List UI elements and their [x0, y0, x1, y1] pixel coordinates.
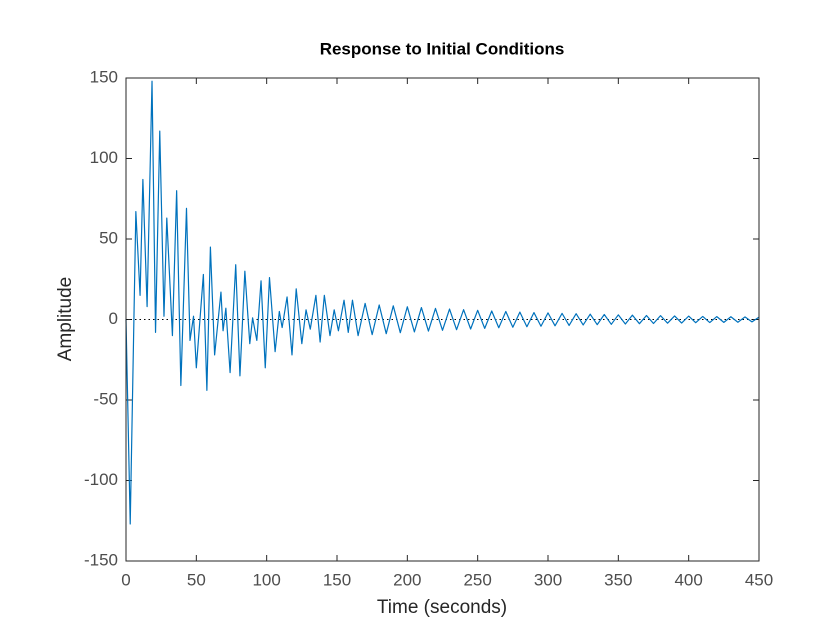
x-tick-label: 200	[393, 570, 421, 589]
y-tick-label: -100	[84, 470, 118, 489]
x-tick-label: 400	[674, 570, 702, 589]
chart-title: Response to Initial Conditions	[320, 39, 565, 58]
y-tick-label: 50	[99, 228, 118, 247]
y-tick-label: 150	[90, 67, 118, 86]
x-tick-label: 450	[745, 570, 773, 589]
x-tick-label: 300	[534, 570, 562, 589]
y-tick-label: -150	[84, 550, 118, 569]
response-line	[125, 80, 760, 525]
x-tick-label: 50	[187, 570, 206, 589]
x-tick-label: 250	[463, 570, 491, 589]
y-tick-label: 0	[109, 309, 118, 328]
y-tick-label: 100	[90, 148, 118, 167]
x-tick-label: 100	[252, 570, 280, 589]
y-tick-label: -50	[93, 389, 118, 408]
x-tick-label: 150	[323, 570, 351, 589]
y-axis-label: Amplitude	[55, 277, 76, 362]
x-tick-label: 350	[604, 570, 632, 589]
x-axis-label: Time (seconds)	[377, 597, 507, 618]
axes-box	[125, 77, 760, 562]
x-tick-label: 0	[121, 570, 130, 589]
